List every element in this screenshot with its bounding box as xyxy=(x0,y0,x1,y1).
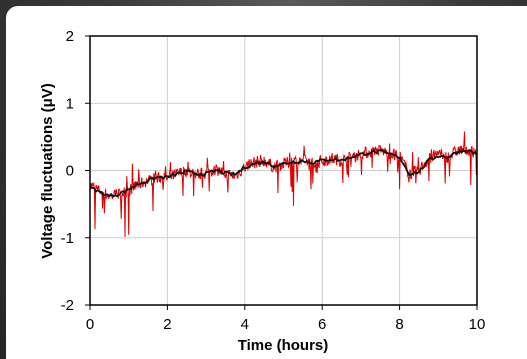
y-tick-label: -1 xyxy=(61,230,74,247)
x-tick-label: 8 xyxy=(395,316,403,333)
x-tick-label: 6 xyxy=(318,316,326,333)
y-tick-label: 2 xyxy=(66,28,74,45)
series-line-smoothed xyxy=(90,148,477,198)
series-layer xyxy=(90,131,477,238)
series-line-noisy xyxy=(90,131,477,238)
y-tick-label: 0 xyxy=(66,163,74,180)
x-tick-label: 10 xyxy=(469,316,486,333)
x-tick-label: 4 xyxy=(241,316,249,333)
y-tick-label: -2 xyxy=(61,297,74,314)
x-axis-title: Time (hours) xyxy=(238,337,329,354)
chart-card xyxy=(6,6,527,359)
y-tick-label: 1 xyxy=(66,95,74,112)
x-tick-label: 2 xyxy=(163,316,171,333)
x-tick-label: 0 xyxy=(86,316,94,333)
y-axis-title: Voltage fluctuations (μV) xyxy=(39,83,56,259)
